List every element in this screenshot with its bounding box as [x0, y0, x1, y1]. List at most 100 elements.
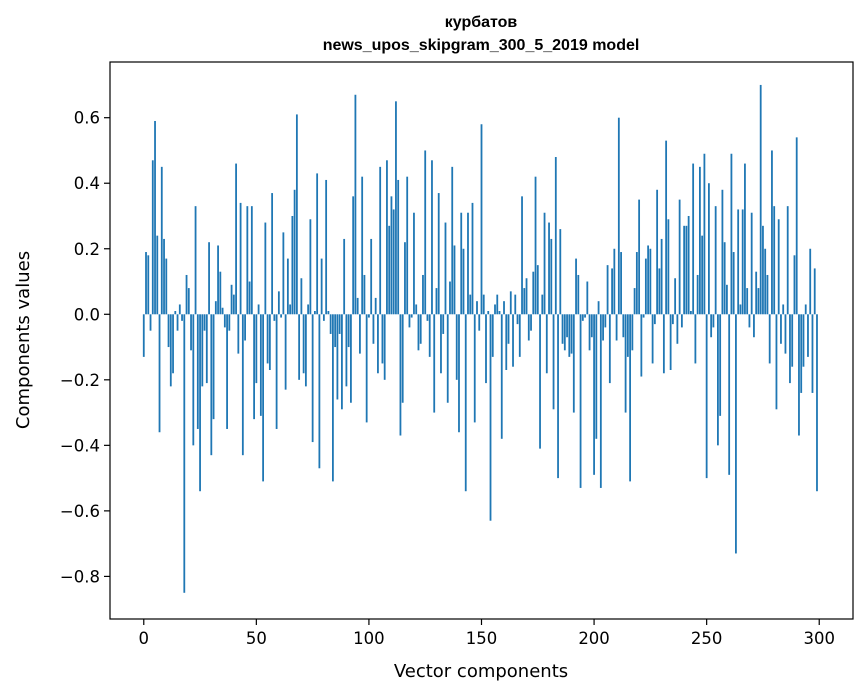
bar — [678, 199, 681, 315]
bar — [350, 314, 352, 403]
bar — [750, 212, 753, 315]
bar — [320, 258, 323, 315]
bar — [277, 291, 280, 315]
bar — [178, 304, 181, 315]
x-tick-label: 100 — [353, 629, 385, 648]
bar — [467, 212, 469, 315]
bar — [561, 314, 564, 344]
bar — [545, 314, 548, 374]
bar — [253, 314, 255, 420]
bar — [449, 281, 451, 315]
bar — [388, 225, 391, 315]
bar — [264, 222, 267, 315]
bar — [354, 94, 357, 315]
bar — [505, 314, 508, 370]
x-tick-label: 0 — [139, 629, 150, 648]
bar — [147, 255, 150, 315]
bar — [532, 271, 535, 315]
bar — [748, 314, 751, 328]
bar — [575, 258, 577, 315]
bar — [784, 314, 787, 354]
bar — [435, 288, 438, 315]
bar — [142, 314, 145, 357]
bar — [286, 258, 289, 315]
bar — [399, 314, 402, 436]
x-tick-label: 250 — [691, 629, 723, 648]
bar — [516, 314, 519, 325]
bar — [341, 314, 343, 410]
bar — [223, 314, 226, 328]
bar — [442, 314, 445, 334]
bar — [816, 314, 818, 492]
bar — [406, 176, 409, 315]
bar — [721, 189, 724, 315]
bar — [660, 238, 663, 315]
bar — [552, 314, 555, 410]
bar — [631, 314, 634, 351]
bar — [282, 232, 285, 315]
bar — [662, 314, 665, 374]
bar — [696, 274, 699, 315]
bar — [185, 274, 188, 315]
bar — [755, 271, 758, 315]
y-tick-label: 0.4 — [74, 174, 100, 193]
bar — [156, 235, 159, 315]
bar — [145, 252, 147, 315]
bar — [345, 314, 348, 387]
bar — [651, 314, 654, 364]
bar — [604, 314, 607, 328]
bar — [293, 189, 296, 315]
bar — [451, 166, 454, 315]
bar — [728, 314, 731, 475]
bar — [593, 314, 595, 475]
bar — [190, 314, 192, 351]
bar — [480, 124, 483, 315]
bar — [322, 314, 325, 321]
bar — [187, 288, 190, 315]
bar — [268, 314, 271, 370]
bar — [757, 288, 760, 315]
y-tick-label: 0.6 — [74, 109, 100, 128]
x-tick-label: 200 — [578, 629, 610, 648]
bar — [183, 314, 186, 593]
bar — [741, 209, 744, 315]
bar — [737, 209, 740, 315]
bar — [237, 314, 240, 354]
bar — [203, 314, 206, 331]
bar — [363, 274, 366, 315]
bar — [248, 281, 251, 315]
bar — [500, 314, 503, 439]
bar — [169, 314, 172, 387]
bar — [359, 314, 361, 354]
bar — [413, 212, 415, 315]
bar — [426, 314, 429, 321]
bar — [640, 314, 643, 377]
bar — [226, 314, 228, 429]
bar — [334, 314, 337, 348]
bar — [730, 153, 733, 315]
bar — [212, 314, 215, 420]
bar — [793, 255, 796, 315]
bar — [309, 219, 312, 315]
bar — [514, 294, 517, 315]
bar — [780, 314, 782, 344]
bar — [701, 235, 704, 315]
bar — [464, 314, 467, 492]
bar — [304, 314, 307, 387]
bar — [482, 294, 485, 315]
bar — [343, 238, 346, 315]
bar — [597, 301, 600, 315]
bar — [469, 294, 472, 315]
bar — [746, 288, 749, 315]
bar — [154, 120, 156, 315]
bar — [368, 314, 370, 318]
bar — [759, 84, 762, 315]
bar — [160, 166, 163, 315]
bar — [266, 314, 269, 364]
bar — [588, 314, 591, 351]
bar — [374, 297, 377, 315]
bar — [539, 314, 541, 449]
bar — [744, 163, 746, 315]
y-tick-label: −0.6 — [60, 502, 100, 521]
bar — [647, 245, 650, 315]
